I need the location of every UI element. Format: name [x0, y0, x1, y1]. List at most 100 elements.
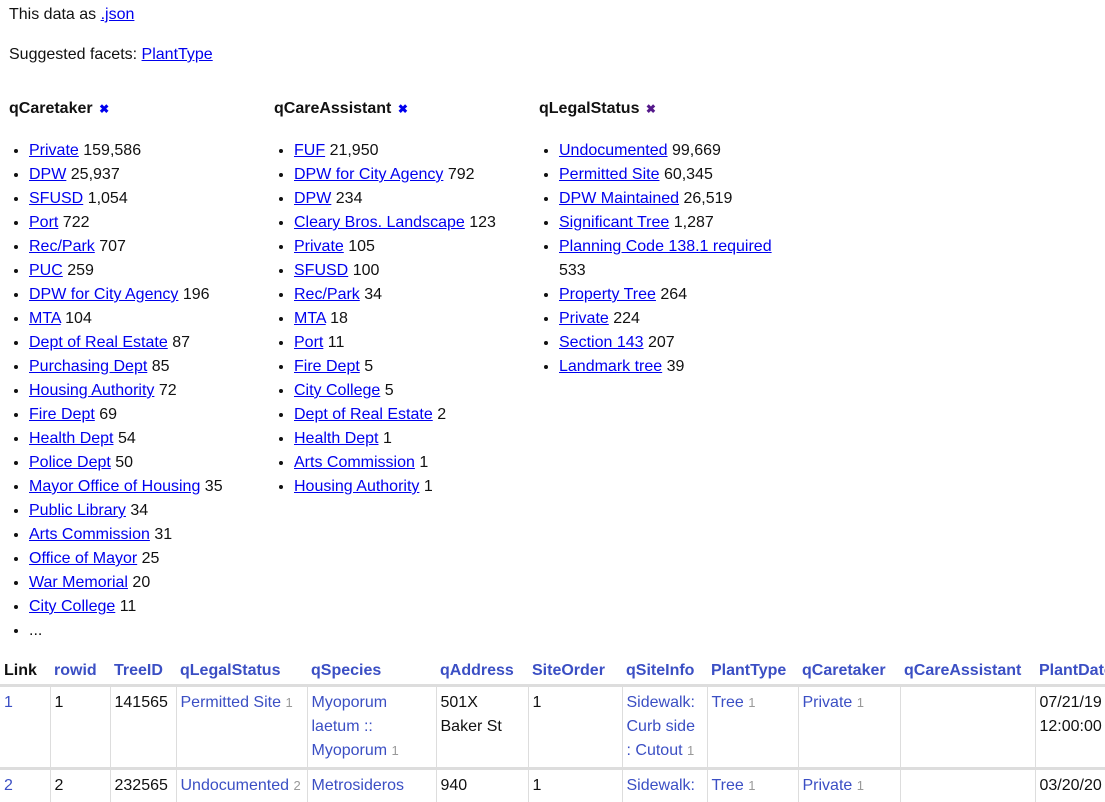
facet-item-link[interactable]: FUF: [294, 142, 325, 159]
facet-item-link[interactable]: DPW for City Agency: [294, 166, 443, 183]
cell-siteinfo: Sidewalk:: [622, 769, 707, 802]
facet-item-link[interactable]: City College: [294, 382, 380, 399]
facet-item-count: 234: [336, 190, 363, 207]
facet-item-count: 25: [142, 550, 160, 567]
json-link[interactable]: .json: [101, 6, 135, 23]
species-link[interactable]: Metrosideros: [312, 777, 404, 794]
facet-item: Health Dept 54: [29, 427, 269, 451]
facet-item-count: 533: [559, 262, 586, 279]
siteinfo-link[interactable]: Sidewalk:: [627, 777, 695, 794]
facet-item-link[interactable]: SFUSD: [294, 262, 348, 279]
facet-item-link[interactable]: DPW: [29, 166, 66, 183]
facet-item-link[interactable]: Public Library: [29, 502, 126, 519]
facet-item-count: 11: [328, 334, 345, 351]
cell-rowid: 1: [50, 686, 110, 769]
link-link[interactable]: 1: [4, 694, 13, 711]
facet-item: DPW 25,937: [29, 163, 269, 187]
facet-item-link[interactable]: Fire Dept: [29, 406, 95, 423]
facet-item-link[interactable]: PUC: [29, 262, 63, 279]
planttype-link[interactable]: Tree: [712, 777, 744, 794]
facet-item-link[interactable]: Housing Authority: [294, 478, 419, 495]
facet-item: City College 11: [29, 595, 269, 619]
column-header-qspecies[interactable]: qSpecies: [307, 660, 436, 686]
facet-item-count: 20: [132, 574, 150, 591]
facet-item-link[interactable]: Housing Authority: [29, 382, 154, 399]
species-link[interactable]: Myoporum laetum :: Myoporum: [312, 694, 388, 759]
facet-item-link[interactable]: Dept of Real Estate: [294, 406, 433, 423]
facet-more[interactable]: ...: [29, 619, 269, 643]
facet-item-link[interactable]: War Memorial: [29, 574, 128, 591]
legal-link[interactable]: Undocumented: [181, 777, 290, 794]
column-header-plantdate[interactable]: PlantDate: [1035, 660, 1105, 686]
facet-item-link[interactable]: Mayor Office of Housing: [29, 478, 200, 495]
facet-item-link[interactable]: Rec/Park: [294, 286, 360, 303]
remove-facet-icon[interactable]: ✖: [646, 102, 656, 116]
facet-item-link[interactable]: SFUSD: [29, 190, 83, 207]
facet-item-count: 31: [154, 526, 172, 543]
column-header-qcaretaker[interactable]: qCaretaker: [798, 660, 900, 686]
suggested-facets-label: Suggested facets:: [9, 46, 137, 63]
column-header-siteorder[interactable]: SiteOrder: [528, 660, 622, 686]
cell-address: 940: [436, 769, 528, 802]
facet-item-link[interactable]: Cleary Bros. Landscape: [294, 214, 465, 231]
facet-item-link[interactable]: Permitted Site: [559, 166, 659, 183]
facet-item-link[interactable]: Office of Mayor: [29, 550, 137, 567]
remove-facet-icon[interactable]: ✖: [99, 102, 109, 116]
facet-item-link[interactable]: City College: [29, 598, 115, 615]
facet-item-link[interactable]: DPW Maintained: [559, 190, 679, 207]
remove-facet-icon[interactable]: ✖: [398, 102, 408, 116]
facet-item: Property Tree 264: [559, 283, 799, 307]
facet-item-link[interactable]: Port: [294, 334, 323, 351]
cell-planttype: Tree 1: [707, 686, 798, 769]
cell-link: 2: [0, 769, 50, 802]
column-header-rowid[interactable]: rowid: [50, 660, 110, 686]
facet-item-link[interactable]: Police Dept: [29, 454, 111, 471]
column-header-qaddress[interactable]: qAddress: [436, 660, 528, 686]
facet-item: Planning Code 138.1 required 533: [559, 235, 799, 283]
link-link[interactable]: 2: [4, 777, 13, 794]
facet-item-link[interactable]: Fire Dept: [294, 358, 360, 375]
facet-item-link[interactable]: Arts Commission: [29, 526, 150, 543]
facet-item-count: 72: [159, 382, 177, 399]
facet-title: qLegalStatus ✖: [539, 100, 804, 122]
planttype-link[interactable]: Tree: [712, 694, 744, 711]
facet-item-link[interactable]: DPW: [294, 190, 331, 207]
facet-item-link[interactable]: Property Tree: [559, 286, 656, 303]
facet-item-link[interactable]: Private: [29, 142, 79, 159]
facet-item-link[interactable]: Planning Code 138.1 required: [559, 238, 772, 255]
facet-item-link[interactable]: MTA: [29, 310, 61, 327]
column-header-treeid[interactable]: TreeID: [110, 660, 176, 686]
facet-item-link[interactable]: Section 143: [559, 334, 644, 351]
column-header-planttype[interactable]: PlantType: [707, 660, 798, 686]
facet-item-link[interactable]: Health Dept: [294, 430, 379, 447]
column-header-qcareassistant[interactable]: qCareAssistant: [900, 660, 1035, 686]
facet-item-link[interactable]: Dept of Real Estate: [29, 334, 168, 351]
siteinfo-count: 1: [687, 743, 694, 758]
facet-item-link[interactable]: Purchasing Dept: [29, 358, 147, 375]
siteinfo-link[interactable]: Sidewalk: Curb side : Cutout: [627, 694, 695, 759]
caretaker-link[interactable]: Private: [803, 777, 853, 794]
facet-item-link[interactable]: Undocumented: [559, 142, 668, 159]
facet-item-link[interactable]: Private: [294, 238, 344, 255]
facet-item-link[interactable]: Health Dept: [29, 430, 114, 447]
facet-item-link[interactable]: Rec/Park: [29, 238, 95, 255]
facet-item-link[interactable]: Private: [559, 310, 609, 327]
facet-item-link[interactable]: Arts Commission: [294, 454, 415, 471]
facet-item-link[interactable]: Landmark tree: [559, 358, 662, 375]
facet-item-count: 123: [469, 214, 496, 231]
caretaker-link[interactable]: Private: [803, 694, 853, 711]
facet-item-link[interactable]: Significant Tree: [559, 214, 669, 231]
facet-item-link[interactable]: DPW for City Agency: [29, 286, 178, 303]
treeid-value: 232565: [115, 777, 168, 794]
suggested-facets-line: Suggested facets: PlantType: [9, 46, 213, 64]
facet-item-link[interactable]: MTA: [294, 310, 326, 327]
column-header-qlegalstatus[interactable]: qLegalStatus: [176, 660, 307, 686]
facet-item: Fire Dept 69: [29, 403, 269, 427]
facet-item: War Memorial 20: [29, 571, 269, 595]
suggested-facet-planttype[interactable]: PlantType: [142, 46, 213, 63]
column-header-qsiteinfo[interactable]: qSiteInfo: [622, 660, 707, 686]
facet-item: Private 224: [559, 307, 799, 331]
legal-link[interactable]: Permitted Site: [181, 694, 281, 711]
facet-item-link[interactable]: Port: [29, 214, 58, 231]
